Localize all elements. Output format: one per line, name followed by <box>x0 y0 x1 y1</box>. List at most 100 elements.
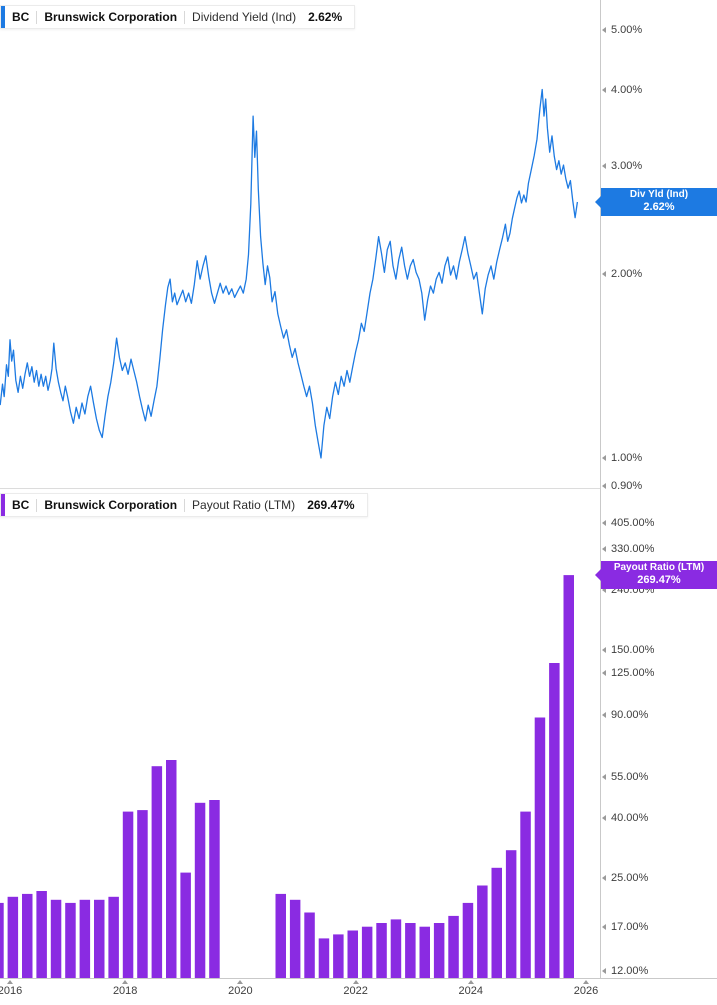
payout-ratio-bar <box>563 575 574 978</box>
tick-arrow-icon <box>602 483 606 489</box>
badge-notch-icon <box>595 569 601 582</box>
metric-value: 2.62% <box>308 10 343 24</box>
dividend-yield-legend[interactable]: BC Brunswick Corporation Dividend Yield … <box>0 5 356 29</box>
x-axis-label: 2020 <box>228 985 253 997</box>
dividend-yield-chart-canvas[interactable] <box>0 0 600 488</box>
legend-separator <box>184 10 186 24</box>
series-color-accent <box>1 494 5 516</box>
payout-ratio-bar <box>94 899 105 978</box>
payout-ratio-bar <box>433 923 445 978</box>
y-axis[interactable]: Div Yld (Ind) 2.62% Payout Ratio (LTM) 2… <box>595 0 717 978</box>
y-axis-label: 2.00% <box>611 267 643 280</box>
payout-ratio-bar <box>376 923 387 978</box>
badge-value: 269.47% <box>637 574 681 587</box>
y-axis-tick: 405.00% <box>601 516 654 530</box>
payout-ratio-bar <box>151 766 163 978</box>
payout-ratio-bar <box>347 930 358 978</box>
y-axis-label: 125.00% <box>611 666 655 679</box>
payout-ratio-bar <box>534 717 546 978</box>
y-axis-label: 405.00% <box>611 517 655 530</box>
x-axis-tick-icon <box>467 980 474 984</box>
tick-arrow-icon <box>602 546 606 553</box>
y-axis-label: 90.00% <box>611 708 649 721</box>
tick-arrow-icon <box>602 774 606 781</box>
payout-ratio-bar <box>505 850 517 978</box>
x-axis-tick-icon <box>7 980 13 984</box>
payout-ratio-bar <box>194 802 206 978</box>
x-axis-label: 2024 <box>458 985 484 997</box>
y-axis-label: 330.00% <box>611 543 655 556</box>
payout-ratio-bar <box>448 915 459 978</box>
payout-ratio-bar <box>390 919 402 978</box>
tick-arrow-icon <box>602 520 606 527</box>
y-axis-tick: 1.00% <box>601 451 642 465</box>
series-color-accent <box>1 6 5 28</box>
y-axis-label: 1.00% <box>611 452 643 464</box>
x-axis-label: 2026 <box>573 985 599 997</box>
x-axis[interactable]: 2016 2018 2020 2022 2024 2026 <box>0 978 717 1005</box>
payout-ratio-bar <box>209 800 220 978</box>
tick-arrow-icon <box>602 455 606 461</box>
x-axis-tick-icon <box>237 980 244 984</box>
payout-ratio-bar <box>477 885 488 978</box>
y-axis-tick: 55.00% <box>601 770 648 784</box>
payout-ratio-bar <box>122 811 134 978</box>
payout-ratio-bar <box>0 902 4 978</box>
badge-notch-icon <box>595 195 601 208</box>
y-axis-tick: 17.00% <box>601 920 648 934</box>
payout-ratio-bar <box>333 934 344 978</box>
tick-arrow-icon <box>602 968 606 974</box>
payout-ratio-bar <box>166 760 177 978</box>
y-axis-tick: 4.00% <box>601 83 642 97</box>
payout-ratio-bar <box>65 902 76 978</box>
metric-value: 269.47% <box>307 498 355 512</box>
payout-ratio-legend[interactable]: BC Brunswick Corporation Payout Ratio (L… <box>0 493 368 517</box>
y-axis-tick: 150.00% <box>601 643 654 657</box>
x-axis-label: 2022 <box>343 985 368 997</box>
payout-ratio-bar <box>36 891 47 978</box>
payout-ratio-bar <box>79 899 91 978</box>
tick-arrow-icon <box>602 163 606 169</box>
badge-series-label: Div Yld (Ind) <box>629 188 689 200</box>
payout-ratio-bar <box>361 926 373 978</box>
y-axis-tick: 5.00% <box>601 23 642 37</box>
y-axis-label: 12.00% <box>611 965 649 977</box>
payout-ratio-bar <box>137 810 148 978</box>
ticker-label: BC <box>12 10 30 24</box>
y-axis-label: 4.00% <box>611 83 643 96</box>
ticker-label: BC <box>12 498 30 512</box>
tick-arrow-icon <box>602 669 606 676</box>
payout-ratio-bar <box>491 867 502 978</box>
x-axis-label: 2016 <box>0 985 23 997</box>
payout-ratio-bar <box>419 926 430 978</box>
tick-arrow-icon <box>602 586 606 593</box>
x-axis-label: 2018 <box>112 985 138 997</box>
y-axis-label: 150.00% <box>611 643 655 656</box>
payout-ratio-chart-canvas[interactable] <box>0 488 600 978</box>
tick-arrow-icon <box>602 814 606 821</box>
y-axis-label: 40.00% <box>611 811 649 824</box>
x-axis-tick-icon <box>352 980 359 984</box>
panel-divider <box>0 488 600 489</box>
y-axis-label: 17.00% <box>611 920 649 933</box>
payout-ratio-bar <box>462 902 474 978</box>
legend-separator <box>36 10 38 24</box>
tick-arrow-icon <box>602 27 606 34</box>
tick-arrow-icon <box>602 646 606 653</box>
company-name: Brunswick Corporation <box>44 10 178 24</box>
payout-ratio-axis-badge: Payout Ratio (LTM) 269.47% <box>595 561 717 590</box>
payout-ratio-bar <box>520 811 531 978</box>
metric-name: Payout Ratio (LTM) <box>192 498 296 512</box>
legend-separator <box>36 498 38 512</box>
payout-ratio-bar <box>108 896 119 978</box>
payout-ratio-bar <box>549 663 560 978</box>
y-axis-tick: 125.00% <box>601 666 654 680</box>
payout-ratio-bar <box>50 899 62 978</box>
y-axis-tick: 2.00% <box>601 267 642 281</box>
y-axis-label: 3.00% <box>611 160 643 172</box>
payout-ratio-bar <box>180 872 191 978</box>
y-axis-label: 5.00% <box>611 24 643 37</box>
payout-ratio-bar <box>289 899 301 978</box>
company-name: Brunswick Corporation <box>44 498 178 512</box>
tick-arrow-icon <box>602 874 606 881</box>
